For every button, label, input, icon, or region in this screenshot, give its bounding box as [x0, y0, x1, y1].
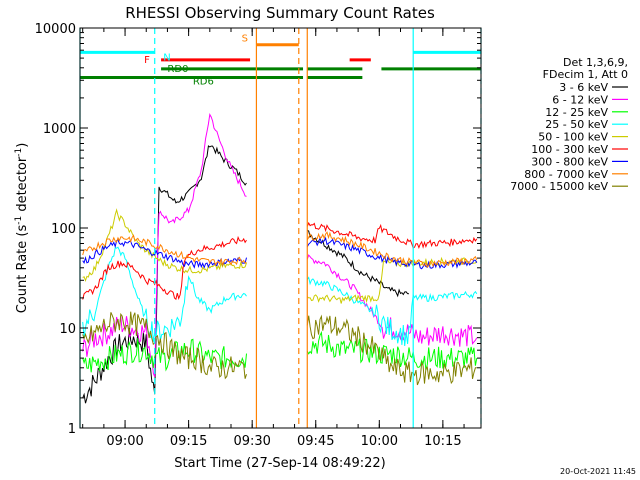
y-axis: 1 10 100 1000 10000	[35, 22, 481, 437]
x-tick-label: 09:30	[233, 434, 270, 449]
x-tick-label: 09:45	[297, 434, 334, 449]
legend-label: 100 - 300 keV	[531, 143, 608, 156]
legend-header: FDecim 1, Att 0	[543, 68, 628, 81]
y-tick-label: 10000	[35, 22, 76, 37]
y-tick-label: 10	[59, 322, 76, 337]
y-label-part: )	[15, 143, 30, 148]
x-tick-label: 10:15	[424, 434, 461, 449]
y-label-sup: -1	[14, 216, 24, 225]
y-label-part: Count Rate (s	[15, 225, 30, 314]
legend-label: 12 - 25 keV	[545, 106, 608, 119]
legend-label: 800 - 7000 keV	[524, 168, 608, 181]
series-line	[82, 231, 478, 269]
flag-label: S	[242, 34, 248, 45]
flag-label: RD6	[193, 76, 214, 87]
x-tick-label: 09:00	[106, 434, 143, 449]
y-label-part: detector	[15, 156, 30, 216]
flag-label: N	[163, 52, 170, 63]
series-line	[82, 208, 478, 304]
flag-label: RD0	[167, 64, 188, 75]
x-axis: 09:00 09:15 09:30 09:45 10:00 10:15	[82, 28, 465, 449]
y-tick-label: 1	[68, 422, 76, 437]
legend-label: 25 - 50 keV	[545, 118, 608, 131]
timestamp: 20-Oct-2021 11:45	[560, 467, 636, 476]
legend-label: 6 - 12 keV	[552, 93, 608, 106]
legend-label: 3 - 6 keV	[559, 81, 608, 94]
flag-label: F	[144, 55, 150, 66]
flag-bars: N F S RD0 RD6	[80, 34, 481, 87]
chart-title: RHESSI Observing Summary Count Rates	[125, 4, 435, 22]
y-tick-label: 100	[51, 222, 76, 237]
legend: Det 1,3,6,9, FDecim 1, Att 0 3 - 6 keV6 …	[510, 56, 628, 193]
series-line	[82, 145, 410, 404]
legend-label: 7000 - 15000 keV	[510, 180, 608, 193]
series-line	[82, 221, 478, 301]
y-tick-label: 1000	[43, 122, 76, 137]
series-lines	[82, 112, 478, 404]
series-line	[82, 330, 478, 373]
x-axis-label: Start Time (27-Sep-14 08:49:22)	[174, 456, 385, 471]
legend-label: 50 - 100 keV	[538, 131, 608, 144]
x-tick-label: 09:15	[170, 434, 207, 449]
series-line	[82, 246, 478, 347]
x-tick-label: 10:00	[361, 434, 398, 449]
y-label-sup: -1	[14, 148, 24, 157]
y-axis-label: Count Rate (s-1 detector-1)	[14, 143, 30, 314]
legend-label: 300 - 800 keV	[531, 155, 608, 168]
series-line	[82, 311, 477, 386]
legend-header: Det 1,3,6,9,	[563, 56, 628, 69]
